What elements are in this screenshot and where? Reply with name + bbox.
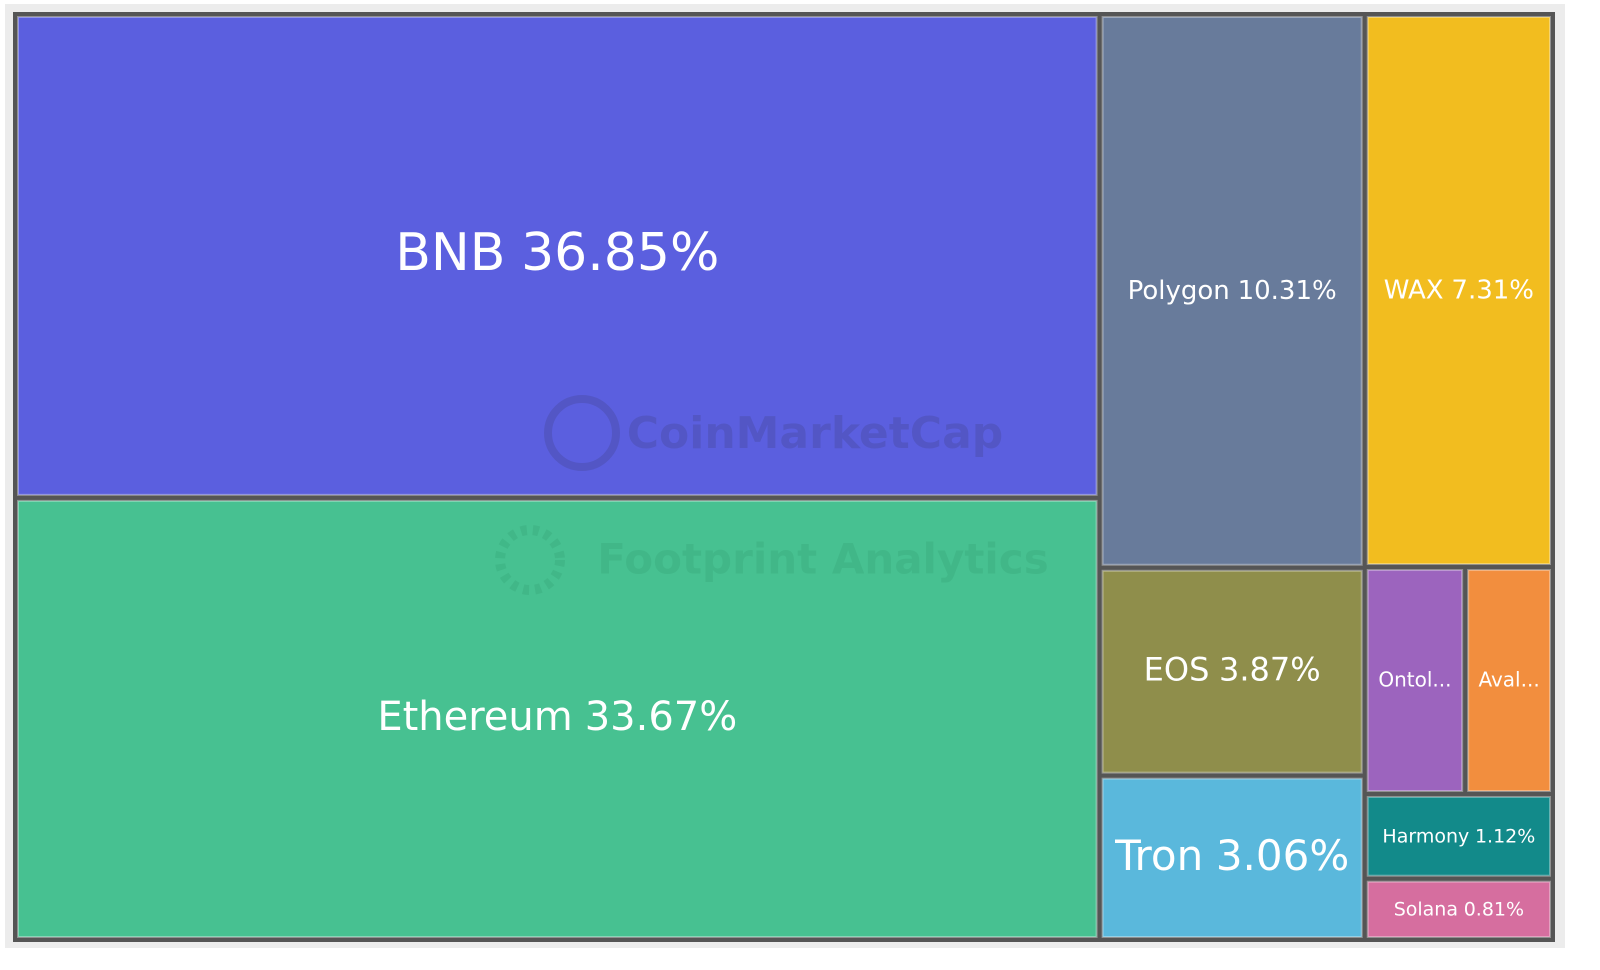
watermarks: CoinMarketCap Footprint Analytics	[495, 395, 1049, 595]
cell-label: Solana 0.81%	[1394, 898, 1524, 920]
value-label: 36.85%	[521, 223, 719, 283]
cells: BNB 36.85% Ethereum 33.67% Polygon 10.31% WAX 7…	[17, 16, 1551, 939]
cell	[1467, 569, 1551, 792]
watermark-logo	[495, 525, 565, 595]
cell	[1101, 777, 1363, 939]
category-label: Ethereum	[377, 694, 572, 740]
cell	[17, 16, 1098, 496]
watermark: Footprint Analytics	[597, 535, 1048, 584]
value-label: 3.06%	[1216, 830, 1349, 879]
cell-label: Tron 3.06%	[1114, 830, 1349, 879]
category-label: WAX	[1384, 275, 1444, 305]
category-label: Polygon	[1128, 275, 1230, 305]
cell-label: WAX 7.31%	[1384, 275, 1534, 305]
cell-label: BNB 36.85%	[395, 223, 719, 283]
cell	[1101, 569, 1363, 774]
cell-label: EOS 3.87%	[1144, 651, 1321, 689]
value-label: 10.31%	[1238, 275, 1337, 305]
cell-label: Harmony 1.12%	[1382, 825, 1535, 847]
category-label: BNB	[395, 223, 505, 283]
cell	[1101, 16, 1363, 566]
cell	[17, 499, 1098, 938]
watermark: CoinMarketCap	[627, 408, 1004, 459]
category-label: EOS	[1144, 651, 1210, 689]
category-label: Harmony	[1382, 825, 1469, 847]
value-label: 0.81%	[1464, 898, 1524, 920]
cell	[1366, 569, 1464, 792]
category-label: Tron	[1114, 830, 1203, 879]
value-label: 3.87%	[1219, 651, 1321, 689]
cell-label: Ontol...	[1378, 667, 1451, 691]
value-label: 33.67%	[585, 694, 738, 740]
watermark-logo	[544, 395, 620, 471]
cell	[1366, 16, 1551, 566]
value-label: 7.31%	[1451, 275, 1534, 305]
cell-label: Aval...	[1478, 667, 1539, 691]
cell	[1366, 880, 1551, 938]
category-label: Solana	[1394, 898, 1458, 920]
cell-label: Polygon 10.31%	[1128, 275, 1337, 305]
category-label: Aval...	[1478, 667, 1539, 691]
cell	[1366, 795, 1551, 877]
category-label: Ontol...	[1378, 667, 1451, 691]
value-label: 1.12%	[1475, 825, 1535, 847]
cell-label: Ethereum 33.67%	[377, 694, 737, 740]
